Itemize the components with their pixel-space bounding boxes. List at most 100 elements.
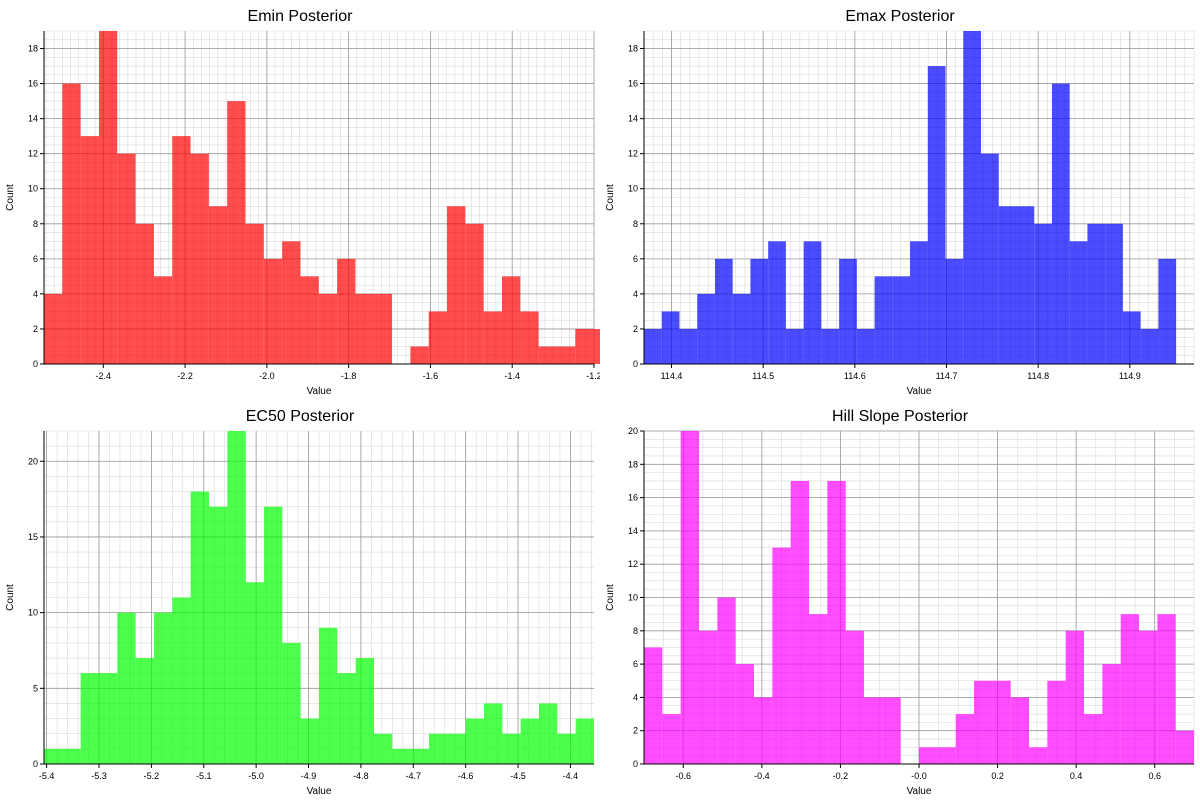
histogram-bar <box>1102 664 1121 764</box>
emax-histogram: 114.4 114.5 114.6 114.7 114.8 114.9 0 2 4 6 8 10 12 1… <box>605 30 1195 397</box>
histogram-bar <box>680 431 700 764</box>
chart-title: EC50 Posterior <box>245 408 355 425</box>
x-tick-label: -2.4 <box>96 371 112 381</box>
histogram-bar <box>539 703 558 764</box>
histogram-bar <box>62 748 81 764</box>
y-tick-label: 6 <box>33 254 38 264</box>
histogram-bar <box>465 223 484 364</box>
histogram-bar <box>679 328 698 364</box>
x-tick-label: 0.2 <box>991 771 1004 781</box>
histogram-bar <box>429 733 448 764</box>
histogram-bar <box>937 747 956 764</box>
histogram-bar <box>447 206 466 364</box>
x-tick-label: -4.4 <box>563 771 579 781</box>
histogram-bar <box>300 276 319 364</box>
histogram-bar <box>483 311 502 364</box>
histogram-bar <box>882 697 901 764</box>
histogram-bar <box>1105 223 1123 364</box>
histogram-bar <box>373 293 393 364</box>
histogram-bar <box>1087 223 1106 364</box>
histogram-bar <box>998 206 1017 364</box>
histogram-bar <box>1139 630 1158 764</box>
histogram-bars <box>644 31 1177 364</box>
x-tick-label: -1.8 <box>341 371 357 381</box>
y-tick-label: 0 <box>633 359 638 369</box>
histogram-bar <box>135 223 154 364</box>
histogram-bar <box>981 153 999 364</box>
x-tick-label: 114.7 <box>936 371 958 381</box>
histogram-bar <box>644 647 663 764</box>
histogram-bar <box>520 718 539 764</box>
histogram-bar <box>557 733 576 764</box>
histogram-bars <box>44 31 600 365</box>
y-tick-label: 8 <box>33 219 38 229</box>
y-tick-label: 18 <box>628 459 638 469</box>
histogram-bar <box>919 747 938 764</box>
histogram-bar <box>410 346 429 364</box>
histogram-bar <box>892 276 911 364</box>
y-tick-label: 18 <box>28 44 38 54</box>
histogram-bar <box>575 328 594 364</box>
histogram-bar <box>374 733 393 764</box>
histogram-bars <box>44 431 594 764</box>
chart-title: Emax Posterior <box>845 8 955 25</box>
ec50-histogram: -5.4 -5.3 -5.2 -5.1 -5.0 -4.9 -4.8 -4.7 -4.6 -4.5… <box>5 430 594 797</box>
histogram-bar <box>821 328 840 364</box>
x-tick-label: -4.8 <box>353 771 369 781</box>
y-tick-label: 16 <box>28 79 38 89</box>
histogram-bar <box>845 630 865 764</box>
y-tick-label: 0 <box>633 759 638 769</box>
y-tick-label: 2 <box>633 324 638 334</box>
x-axis-label: Value <box>907 786 932 797</box>
histogram-bar <box>768 241 786 364</box>
histogram-bar <box>135 658 154 764</box>
histogram-bar <box>772 547 791 764</box>
histogram-bar <box>714 258 733 364</box>
x-tick-label: -5.3 <box>91 771 107 781</box>
y-tick-label: 6 <box>633 659 638 669</box>
histogram-bar <box>963 31 982 364</box>
y-tick-label: 0 <box>33 759 38 769</box>
y-tick-label: 4 <box>633 289 638 299</box>
histogram-bar <box>1157 614 1176 764</box>
histogram-bar <box>790 480 810 764</box>
y-axis-label: Count <box>5 584 16 611</box>
y-tick-label: 18 <box>628 44 638 54</box>
histogram-bar <box>172 136 191 364</box>
emin-histogram: -2.4 -2.2 -2.0 -1.8 -1.6 -1.4 -1.2 0 2 4 6 8 10 12 14 1… <box>5 30 600 397</box>
histogram-bar <box>955 714 975 764</box>
histogram-bar <box>502 733 521 764</box>
y-tick-label: 2 <box>633 726 638 736</box>
histogram-bar <box>1175 730 1195 764</box>
histogram-bar <box>319 627 338 764</box>
y-tick-label: 16 <box>628 79 638 89</box>
histogram-bar <box>735 664 755 764</box>
chart-title: Hill Slope Posterior <box>831 408 969 425</box>
histogram-bar <box>99 673 118 764</box>
histogram-bar <box>593 328 600 364</box>
panel-emax: Emax Posterior 114.4 114.5 114.6 114.7 114.8… <box>600 0 1200 400</box>
histogram-bar <box>1016 206 1035 364</box>
histogram-bar <box>827 480 846 764</box>
y-tick-label: 14 <box>28 114 38 124</box>
x-tick-label: -1.2 <box>586 371 600 381</box>
histogram-bar <box>1120 614 1140 764</box>
x-tick-label: -4.5 <box>510 771 526 781</box>
histogram-bar <box>556 346 576 364</box>
histogram-bar <box>856 328 875 364</box>
x-tick-label: -5.2 <box>144 771 160 781</box>
y-tick-label: 12 <box>628 149 638 159</box>
x-axis-label: Value <box>907 386 932 397</box>
y-axis-label: Count <box>605 584 616 611</box>
histogram-bar <box>1069 241 1088 364</box>
histogram-bar <box>227 431 246 764</box>
histogram-bar <box>282 241 301 364</box>
x-tick-label: -5.0 <box>248 771 264 781</box>
histogram-bar <box>1034 223 1052 364</box>
histogram-bar <box>699 630 718 764</box>
histogram-bar <box>1158 258 1177 364</box>
histogram-bar <box>750 258 769 364</box>
histogram-bar <box>864 697 883 764</box>
x-tick-label: 0.6 <box>1148 771 1161 781</box>
